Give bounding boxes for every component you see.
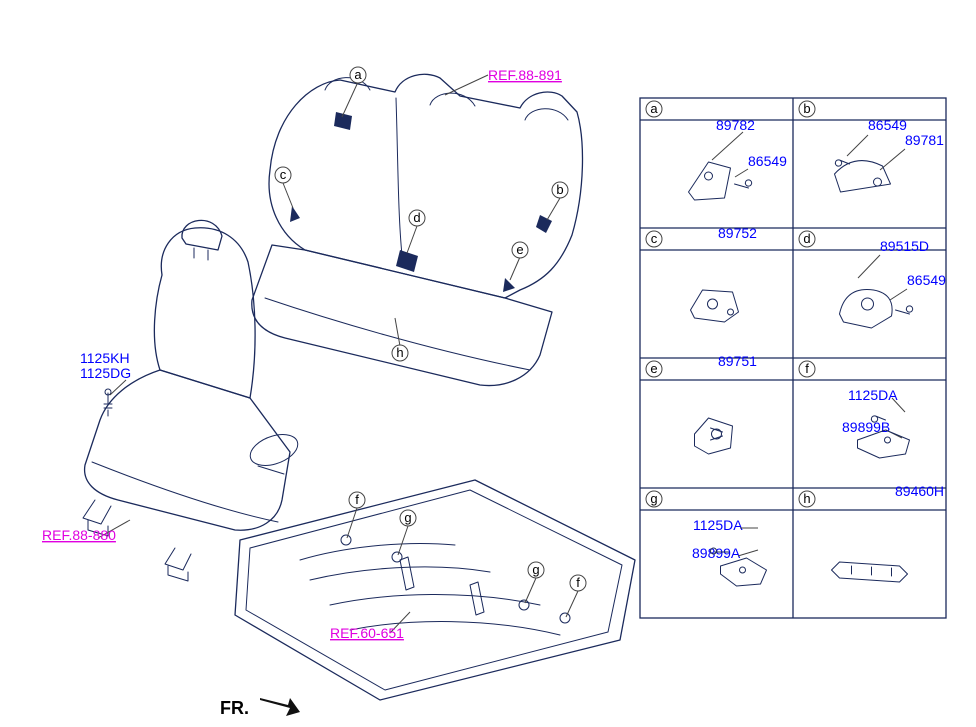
callout-letter: d	[413, 210, 420, 225]
table-part-number: 89751	[718, 353, 757, 369]
table-part-number: 1125DA	[693, 517, 743, 533]
table-cell-letter: h	[803, 491, 810, 506]
table-part-sketch	[695, 418, 733, 454]
front-direction-indicator	[260, 698, 300, 716]
table-cell-letter: g	[650, 491, 657, 506]
table-part-sketch	[835, 160, 891, 192]
table-part-number: 89752	[718, 225, 757, 241]
part-number-label: 1125DG	[80, 365, 131, 381]
ref-88-891: REF.88-891	[488, 67, 562, 83]
ref-60-651: REF.60-651	[330, 625, 404, 641]
table-cell-letter: c	[651, 231, 658, 246]
table-part-number: 86549	[748, 153, 787, 169]
table-part-number: 89782	[716, 117, 755, 133]
ref-88-880: REF.88-880	[42, 527, 116, 543]
table-cell-letter: e	[650, 361, 657, 376]
callout-letter: h	[396, 345, 403, 360]
parts-table: a8978286549b8654989781c89752d89515D86549…	[640, 98, 946, 618]
table-part-number: 89781	[905, 132, 944, 148]
fr-text: FR.	[220, 698, 249, 718]
callout-letter: e	[516, 242, 523, 257]
table-part-number: 89460H	[895, 483, 944, 499]
callout-letter: f	[576, 575, 580, 590]
callout-letter: g	[532, 562, 539, 577]
leader-lines	[98, 75, 578, 633]
part-number-labels: 1125KH1125DG	[80, 350, 131, 381]
callout-letter: g	[404, 510, 411, 525]
callout-letter: b	[556, 182, 563, 197]
callout-letter: f	[355, 492, 359, 507]
table-part-sketch	[840, 290, 913, 329]
table-cell-letter: d	[803, 231, 810, 246]
rear-seat-assembly	[252, 74, 583, 385]
table-cell-letter: a	[650, 101, 658, 116]
callout-letter: a	[354, 67, 362, 82]
table-part-number: 86549	[907, 272, 946, 288]
table-part-number: 89899B	[842, 419, 890, 435]
part-number-label: 1125KH	[80, 350, 130, 366]
table-part-sketch	[689, 162, 752, 200]
table-part-sketch	[691, 290, 739, 322]
table-part-sketch	[832, 562, 908, 582]
callout-letter: c	[280, 167, 287, 182]
table-cell-letter: f	[805, 361, 809, 376]
table-part-number: 1125DA	[848, 387, 898, 403]
diagram-canvas: a8978286549b8654989781c89752d89515D86549…	[0, 0, 976, 727]
table-cell-letter: b	[803, 101, 810, 116]
table-part-number: 89515D	[880, 238, 929, 254]
table-part-number: 86549	[868, 117, 907, 133]
